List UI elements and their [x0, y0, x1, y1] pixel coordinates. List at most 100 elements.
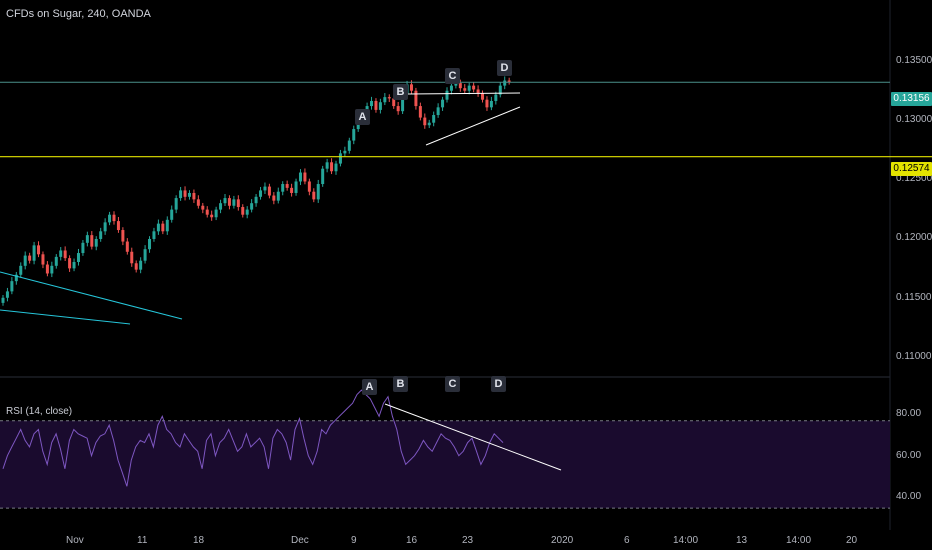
- candle-body: [352, 129, 356, 141]
- candle-body: [423, 117, 427, 126]
- candle-body: [59, 250, 63, 257]
- candle-body: [10, 281, 14, 292]
- candle-body: [458, 83, 462, 89]
- time-tick: 18: [193, 535, 205, 546]
- price-tick: 0.11000: [896, 351, 932, 362]
- candle-body: [485, 99, 489, 108]
- candle-body: [374, 100, 378, 110]
- candle-body: [290, 187, 294, 193]
- candle-body: [179, 190, 183, 199]
- time-tick: 13: [736, 535, 748, 546]
- candle-body: [63, 250, 67, 259]
- candle-body: [37, 245, 41, 255]
- rsi-tick: 40.00: [896, 491, 922, 502]
- candle-body: [76, 253, 80, 262]
- rsi-band-fill: [0, 420, 890, 509]
- time-tick: 14:00: [673, 535, 699, 546]
- candle-body: [263, 186, 267, 191]
- candle-body: [494, 94, 498, 101]
- candle-body: [449, 85, 453, 91]
- candle-body: [370, 100, 374, 107]
- rsi-series: [2, 389, 504, 487]
- candle-body: [130, 251, 134, 264]
- candle-body: [378, 102, 382, 110]
- wave-label-b: B: [393, 84, 408, 100]
- time-tick: Nov: [66, 535, 84, 546]
- last-price-tag: 0.13156: [891, 92, 932, 106]
- candle-body: [472, 85, 476, 90]
- candle-body: [489, 100, 493, 108]
- candle-body: [245, 209, 249, 215]
- candle-body: [432, 115, 436, 123]
- candle-body: [90, 235, 94, 247]
- candle-body: [183, 190, 187, 197]
- candle-body: [196, 199, 200, 206]
- candle-body: [108, 214, 112, 223]
- candle-body: [343, 150, 347, 154]
- candle-body: [267, 186, 271, 196]
- triangle-top-line: [407, 92, 521, 95]
- candle-body: [170, 209, 174, 220]
- candle-body: [54, 256, 58, 266]
- candle-body: [303, 172, 307, 182]
- rsi-divergence-line: [384, 403, 562, 471]
- candle-body: [312, 191, 316, 200]
- candle-body: [347, 140, 351, 151]
- candle-body: [307, 181, 311, 192]
- candle-body: [241, 207, 245, 215]
- time-tick: 2020: [551, 535, 574, 546]
- rsi-wave-label-c: C: [445, 376, 460, 392]
- candle-body: [498, 85, 502, 95]
- candle-body: [259, 190, 263, 197]
- time-tick: Dec: [291, 535, 309, 546]
- candle-body: [232, 199, 236, 206]
- candle-body: [392, 98, 396, 107]
- candle-body: [298, 172, 302, 182]
- candle-body: [396, 106, 400, 112]
- chart-title: CFDs on Sugar, 240, OANDA: [6, 8, 151, 20]
- candle-body: [338, 153, 342, 164]
- price-tick: 0.11500: [896, 292, 932, 303]
- candle-body: [285, 184, 289, 188]
- candle-body: [134, 263, 138, 270]
- candle-body: [205, 209, 209, 215]
- time-tick: 16: [406, 535, 418, 546]
- candle-body: [103, 222, 107, 232]
- price-tick: 0.12000: [896, 232, 932, 243]
- candle-body: [32, 245, 36, 261]
- candle-body: [445, 90, 449, 100]
- candle-body: [99, 231, 103, 239]
- candle-body: [476, 89, 480, 94]
- rsi-line: [2, 389, 504, 487]
- candle-body: [227, 198, 231, 206]
- candle-body: [28, 255, 32, 261]
- rsi-wave-label-a: A: [362, 379, 377, 395]
- price-tick: 0.12500: [896, 173, 932, 184]
- candle-body: [45, 264, 49, 274]
- candle-body: [325, 162, 329, 169]
- candle-body: [201, 205, 205, 210]
- candle-body: [454, 83, 458, 86]
- candle-body: [1, 297, 5, 303]
- candle-body: [148, 238, 152, 250]
- rsi-wave-label-b: B: [393, 376, 408, 392]
- candle-body: [125, 241, 129, 252]
- time-tick: 14:00: [786, 535, 812, 546]
- rsi-tick: 60.00: [896, 450, 922, 461]
- candle-body: [112, 214, 116, 222]
- time-tick: 11: [137, 535, 148, 546]
- candle-body: [187, 192, 191, 197]
- candle-body: [50, 265, 54, 274]
- candle-body: [161, 223, 165, 232]
- candle-body: [401, 93, 405, 112]
- rsi-tick: 80.00: [896, 408, 922, 419]
- candle-body: [85, 235, 89, 243]
- candle-body: [276, 191, 280, 201]
- candle-body: [272, 195, 276, 201]
- candle-body: [143, 249, 147, 261]
- candle-body: [14, 274, 18, 282]
- candle-body: [19, 265, 23, 275]
- wave-label-a: A: [355, 109, 370, 125]
- candle-body: [23, 255, 27, 266]
